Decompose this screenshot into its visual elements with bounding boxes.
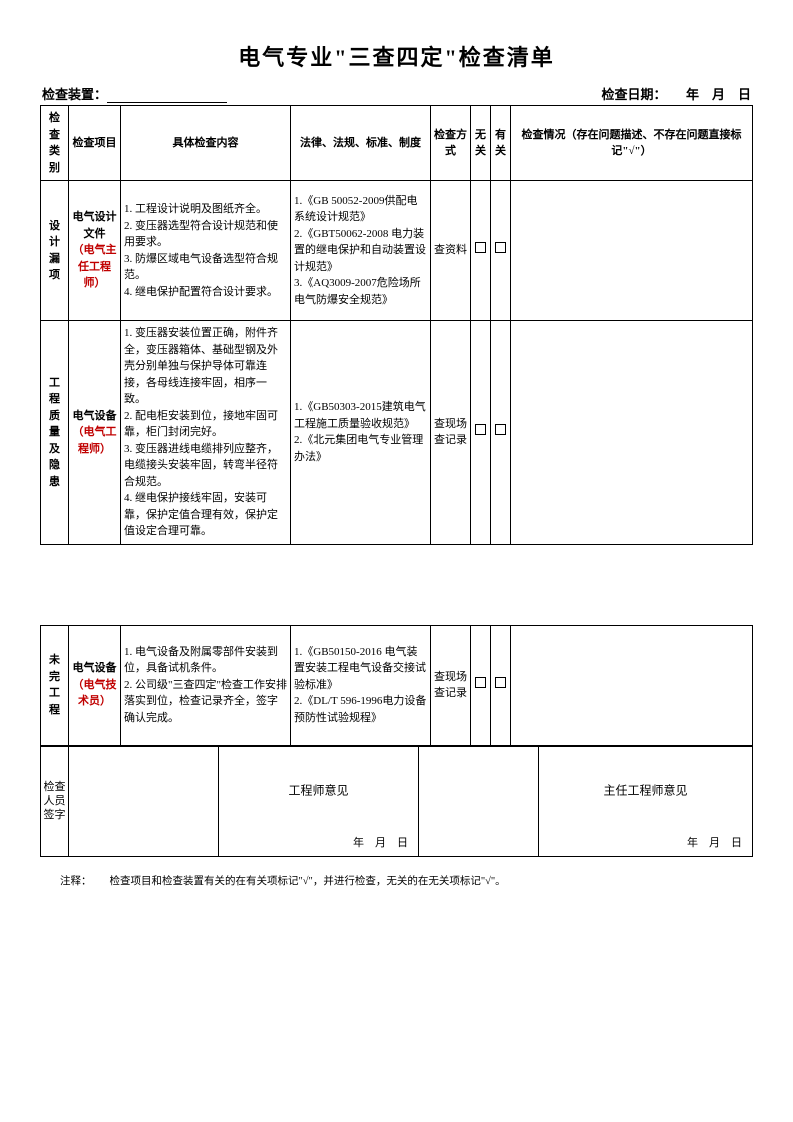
method-cell: 查现场查记录 [431,625,471,745]
col-method: 检查方式 [431,106,471,181]
unrelated-checkbox[interactable] [475,677,486,688]
checklist-table-1: 检查类别 检查项目 具体检查内容 法律、法规、标准、制度 检查方式 无关 有关 … [40,105,753,545]
category-cell: 工程质量及隐患 [41,321,69,545]
engineer-date: 年 月 日 [353,834,408,850]
method-cell: 查现场查记录 [431,321,471,545]
col-you: 有关 [491,106,511,181]
item-cell: 电气设计文件（电气主任工程师） [69,181,121,321]
related-checkbox-cell [491,321,511,545]
chief-engineer-opinion-block: 主任工程师意见 年 月 日 [539,746,753,856]
chief-engineer-date: 年 月 日 [687,834,742,850]
unrelated-checkbox-cell [471,181,491,321]
table-row: 未完工程电气设备（电气技术员）1. 电气设备及附属零部件安装到位，具备试机条件。… [41,625,753,745]
unrelated-checkbox[interactable] [475,242,486,253]
content-cell: 1. 变压器安装位置正确，附件齐全，变压器箱体、基础型钢及外壳分别单独与保护导体… [121,321,291,545]
chief-engineer-opinion-label: 主任工程师意见 [603,782,687,799]
signature-table: 检查人员签字 工程师意见 年 月 日 主任工程师意见 年 月 日 [40,746,753,857]
unrelated-checkbox[interactable] [475,424,486,435]
engineer-opinion-label: 工程师意见 [288,782,348,799]
engineer-opinion-block: 工程师意见 年 月 日 [219,746,419,856]
footnote-label: 注释： [60,873,92,888]
col-situation: 检查情况（存在问题描述、不存在问题直接标记"√"） [511,106,753,181]
col-category: 检查类别 [41,106,69,181]
col-wu: 无关 [471,106,491,181]
item-cell: 电气设备（电气工程师） [69,321,121,545]
footnote: 注释： 检查项目和检查装置有关的在有关项标记"√"，并进行检查，无关的在无关项标记… [40,873,753,888]
law-cell: 1.《GB50303-2015建筑电气工程施工质量验收规范》2.《北元集团电气专… [291,321,431,545]
signature-area-1 [69,746,219,856]
category-cell: 未完工程 [41,625,69,745]
inspection-device-label: 检查装置： [42,84,227,103]
related-checkbox[interactable] [495,424,506,435]
content-cell: 1. 工程设计说明及图纸齐全。2. 变压器选型符合设计规范和使用要求。3. 防爆… [121,181,291,321]
category-cell: 设计漏项 [41,181,69,321]
situation-cell [511,181,753,321]
content-cell: 1. 电气设备及附属零部件安装到位，具备试机条件。2. 公司级"三查四定"检查工… [121,625,291,745]
checklist-table-2: 未完工程电气设备（电气技术员）1. 电气设备及附属零部件安装到位，具备试机条件。… [40,625,753,746]
table-row: 设计漏项电气设计文件（电气主任工程师）1. 工程设计说明及图纸齐全。2. 变压器… [41,181,753,321]
document-title: 电气专业"三查四定"检查清单 [40,40,753,72]
col-law: 法律、法规、标准、制度 [291,106,431,181]
related-checkbox[interactable] [495,242,506,253]
law-cell: 1.《GB 50052-2009供配电系统设计规范》2.《GBT50062-20… [291,181,431,321]
table-row: 工程质量及隐患电气设备（电气工程师）1. 变压器安装位置正确，附件齐全，变压器箱… [41,321,753,545]
related-checkbox[interactable] [495,677,506,688]
unrelated-checkbox-cell [471,321,491,545]
method-cell: 查资料 [431,181,471,321]
header-row: 检查装置： 检查日期： 年 月 日 [40,84,753,103]
related-checkbox-cell [491,181,511,321]
footnote-text: 检查项目和检查装置有关的在有关项标记"√"，并进行检查，无关的在无关项标记"√"… [110,876,506,887]
signature-label: 检查人员签字 [41,746,69,856]
item-cell: 电气设备（电气技术员） [69,625,121,745]
situation-cell [511,625,753,745]
law-cell: 1.《GB50150-2016 电气装置安装工程电气设备交接试验标准》2.《DL… [291,625,431,745]
inspection-date-label: 检查日期： 年 月 日 [601,84,751,103]
situation-cell [511,321,753,545]
col-item: 检查项目 [69,106,121,181]
signature-area-2 [419,746,539,856]
unrelated-checkbox-cell [471,625,491,745]
related-checkbox-cell [491,625,511,745]
col-content: 具体检查内容 [121,106,291,181]
